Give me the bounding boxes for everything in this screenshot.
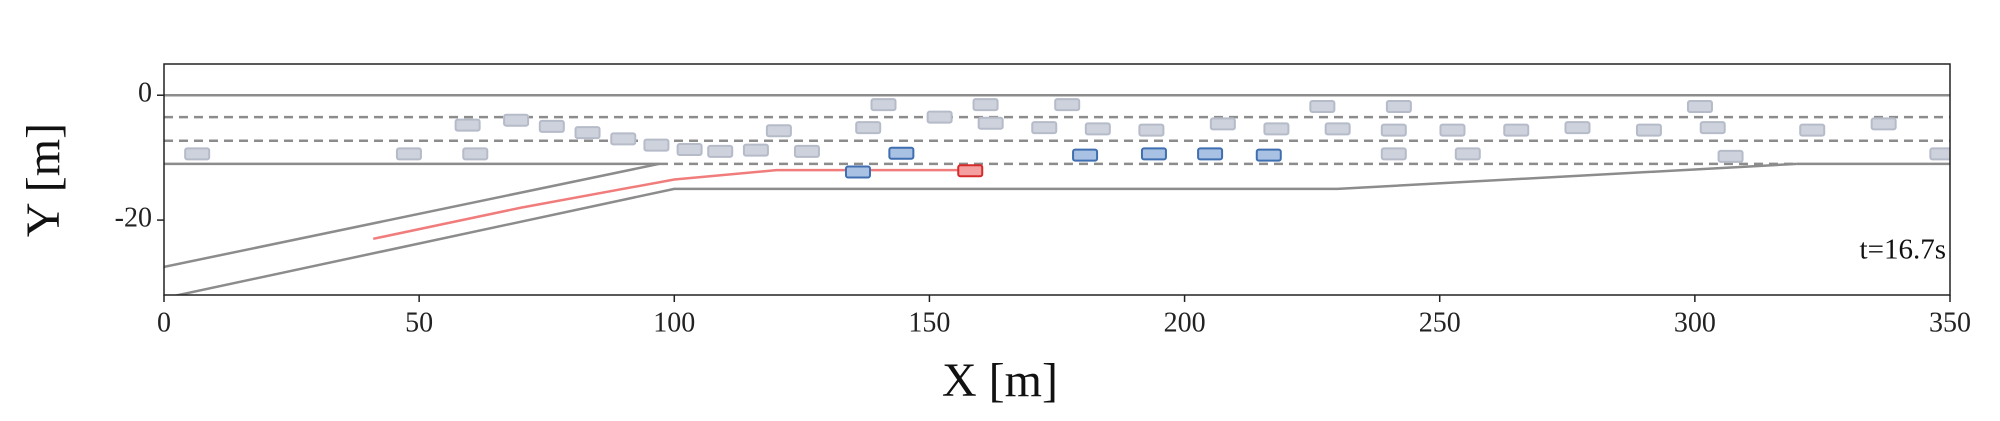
vehicle [957,164,984,178]
vehicle [1209,117,1236,131]
vehicle [1324,122,1351,136]
plot-frame [163,63,1951,296]
vehicle [1439,123,1466,137]
vehicle [610,132,637,146]
vehicle [1309,99,1336,113]
vehicle [765,124,792,138]
x-tick-label: 200 [1164,307,1206,338]
vehicle [538,119,565,133]
vehicle [977,116,1004,130]
vehicle [1699,121,1726,135]
vehicle [1503,123,1530,137]
road-line [164,162,660,269]
vehicle [1263,122,1290,136]
vehicle [926,110,953,124]
y-tick-label: 0 [138,78,152,109]
vehicle [1255,148,1282,162]
y-tick-label: -20 [115,203,152,234]
vehicle [855,121,882,135]
vehicle [1072,148,1099,162]
vehicle [888,146,915,160]
vehicle [1870,117,1897,131]
vehicle [395,147,422,161]
vehicle [1929,147,1950,161]
vehicle [184,147,211,161]
vehicle [676,143,703,157]
vehicle [1717,149,1744,163]
vehicle [1054,98,1081,112]
x-axis-label: X [m] [942,354,1058,407]
vehicle [1385,99,1412,113]
vehicle [1799,123,1826,137]
vehicle [454,118,481,132]
vehicle [503,113,530,127]
vehicle [574,126,601,140]
road-line [172,162,1797,295]
x-tick-label: 50 [405,307,433,338]
x-tick-label: 300 [1674,307,1716,338]
vehicle [1031,121,1058,135]
vehicle [1635,123,1662,137]
vehicle [1140,147,1167,161]
x-tick-label: 0 [157,307,171,338]
vehicle [1380,123,1407,137]
time-annotation: t=16.7s [1860,234,1946,266]
vehicle [1454,147,1481,161]
x-tick-label: 100 [653,307,695,338]
vehicle [844,165,871,179]
plot-area [164,93,1950,295]
vehicle [643,138,670,152]
vehicle [793,144,820,158]
x-tick-label: 250 [1419,307,1461,338]
vehicle [972,98,999,112]
x-tick-label: 150 [908,307,950,338]
vehicle [1686,99,1713,113]
y-axis-label: Y [m] [17,123,70,237]
vehicle [1380,147,1407,161]
x-tick-label: 350 [1929,307,1971,338]
vehicle [1084,122,1111,136]
vehicle [742,143,769,157]
vehicle [1197,147,1224,161]
vehicle [1564,121,1591,135]
road-line [372,168,966,241]
vehicle [870,98,897,112]
vehicle [462,147,489,161]
vehicle [1138,123,1165,137]
vehicle [707,144,734,158]
